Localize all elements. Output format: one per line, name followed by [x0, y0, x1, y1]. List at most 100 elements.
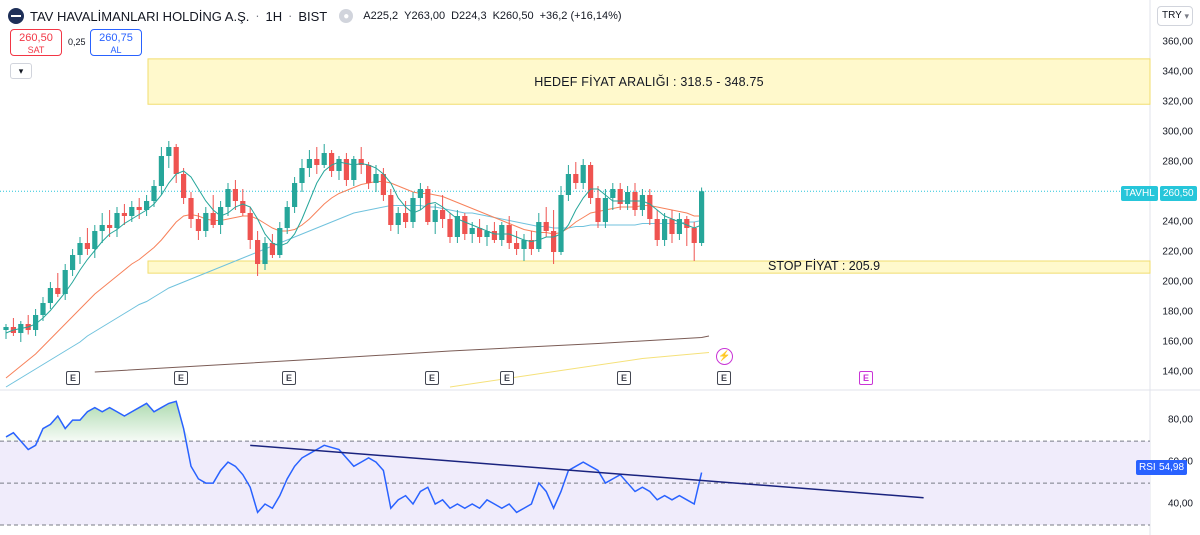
candle-body [462, 216, 468, 234]
price-axis-tick: 340,00 [1162, 66, 1193, 78]
circle-dots-icon[interactable]: ● [339, 9, 354, 23]
lightning-bolt-icon[interactable]: ⚡ [716, 348, 733, 365]
earnings-event-icon[interactable]: E [174, 371, 188, 385]
price-axis-tick: 160,00 [1162, 336, 1193, 348]
symbol-tag: TAVHL [1121, 186, 1158, 201]
candle-body [343, 159, 349, 180]
currency-select[interactable]: TRY [1157, 6, 1193, 26]
candle-body [136, 207, 142, 210]
candle-body [491, 231, 497, 240]
candle-body [395, 213, 401, 225]
candle-body [3, 327, 9, 330]
target-zone-label[interactable]: HEDEF FİYAT ARALIĞI : 318.5 - 348.75 [534, 75, 764, 89]
candle-body [595, 198, 601, 222]
candle-body [447, 219, 453, 237]
earnings-event-icon[interactable]: E [617, 371, 631, 385]
buy-button[interactable]: 260,75 AL [90, 29, 142, 56]
symbol-header: TAV HAVALİMANLARI HOLDİNG A.Ş. · 1H · BI… [8, 6, 622, 26]
candle-body [625, 192, 631, 204]
candle-body [388, 195, 394, 225]
sma-slow-line [94, 335, 710, 373]
candle-body [321, 153, 327, 165]
separator-dot: · [255, 9, 260, 23]
earnings-event-icon[interactable]: E [717, 371, 731, 385]
price-axis-tick: 200,00 [1162, 276, 1193, 288]
sma-mid-line [5, 205, 702, 388]
candle-body [499, 225, 505, 240]
upcoming-earnings-icon[interactable]: E [859, 371, 873, 385]
candle-body [454, 216, 460, 237]
candle-body [284, 207, 290, 228]
candle-body [247, 213, 253, 240]
ema-line [5, 181, 702, 379]
candle-body [543, 222, 549, 231]
candle-body [676, 219, 682, 234]
rsi-line [5, 400, 703, 514]
candle-body [684, 219, 690, 228]
rsi-value-tag: 54,98 [1156, 460, 1188, 475]
candle-body [477, 228, 483, 237]
candle-body [173, 147, 179, 174]
earnings-event-icon[interactable]: E [425, 371, 439, 385]
candle-body [99, 225, 105, 231]
candle-body [292, 183, 298, 207]
rsi-overbought-fill [6, 401, 191, 442]
rsi-axis-tick: 40,00 [1167, 498, 1193, 510]
candle-body [225, 189, 231, 207]
candle-body [647, 195, 653, 219]
candle-body [33, 315, 39, 330]
candle-body [617, 189, 623, 204]
candle-body [580, 165, 586, 183]
symbol-logo-icon [8, 8, 24, 24]
candle-body [314, 159, 320, 165]
earnings-event-icon[interactable]: E [500, 371, 514, 385]
price-axis-tick: 300,00 [1162, 126, 1193, 138]
target-zone [147, 58, 1151, 105]
symbol-name[interactable]: TAV HAVALİMANLARI HOLDİNG A.Ş. [30, 8, 250, 24]
candle-body [262, 243, 268, 264]
earnings-event-icon[interactable]: E [282, 371, 296, 385]
high-value: Y263,00 [404, 10, 446, 22]
candle-body [158, 156, 164, 186]
buy-price: 260,75 [99, 32, 133, 44]
candle-body [432, 210, 438, 222]
candle-body [151, 186, 157, 201]
candle-body [373, 174, 379, 183]
sell-button[interactable]: 260,50 SAT [10, 29, 62, 56]
candle-body [306, 159, 312, 168]
candle-body [358, 159, 364, 165]
price-axis-tick: 220,00 [1162, 246, 1193, 258]
candle-body [610, 189, 616, 198]
price-axis-tick: 320,00 [1162, 96, 1193, 108]
ohlc-values: A225,2 Y263,00 D224,3 K260,50 +36,2 (+16… [363, 10, 621, 22]
candle-body [84, 243, 90, 249]
change-value: +36,2 (+16,14%) [539, 10, 622, 22]
stop-zone-label[interactable]: STOP FİYAT : 205.9 [768, 259, 881, 273]
candle-body [40, 303, 46, 315]
candle-body [92, 231, 98, 249]
candle-body [232, 189, 238, 201]
timeframe-label[interactable]: 1H [265, 8, 283, 24]
candle-body [558, 195, 564, 252]
candle-body [699, 191, 705, 243]
candle-body [528, 240, 534, 249]
candle-body [62, 270, 68, 294]
candle-body [403, 213, 409, 222]
candle-body [166, 147, 172, 156]
candle-body [410, 198, 416, 222]
candle-body [536, 222, 542, 249]
price-axis-tick: 280,00 [1162, 156, 1193, 168]
candle-body [203, 213, 209, 231]
rsi-trendline [250, 444, 924, 499]
price-axis-tick: 240,00 [1162, 216, 1193, 228]
candle-body [55, 288, 61, 294]
candle-body [329, 153, 335, 171]
low-value: D224,3 [451, 10, 487, 22]
price-axis-tick: 140,00 [1162, 366, 1193, 378]
chevron-down-icon[interactable]: ▾ [10, 63, 32, 79]
buy-label: AL [110, 45, 122, 55]
earnings-event-icon[interactable]: E [66, 371, 80, 385]
candle-body [469, 228, 475, 234]
sma-fast-line [5, 161, 702, 334]
